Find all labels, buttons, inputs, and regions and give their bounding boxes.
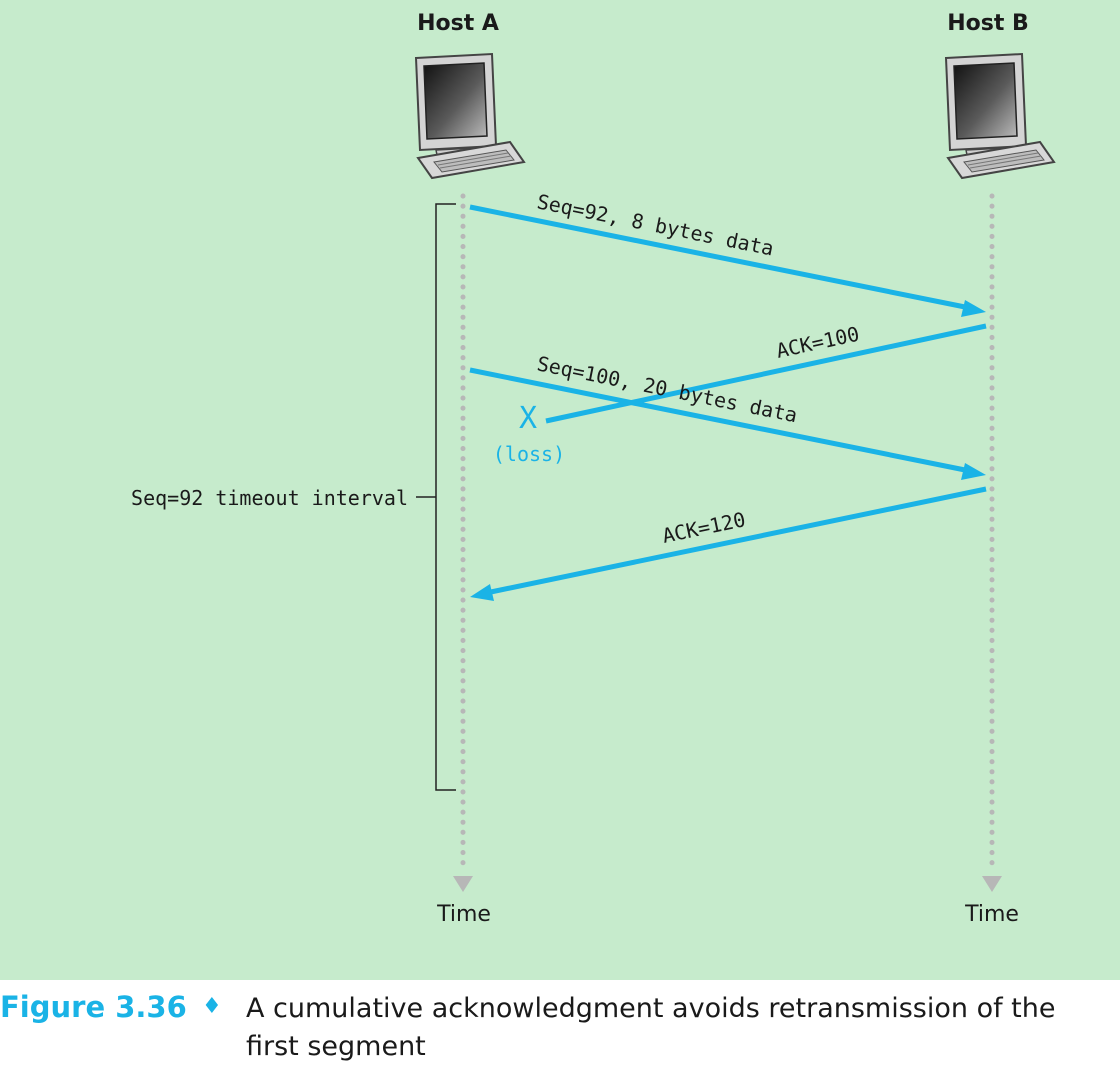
timeout-bracket [435, 203, 456, 791]
seq92-arrow [469, 204, 971, 311]
loss-label: (loss) [493, 442, 565, 466]
host-b-time-arrowhead [982, 876, 1002, 892]
ack120-arrow [485, 486, 987, 596]
loss-mark: X [519, 401, 537, 436]
figure-number: Figure 3.36 [0, 990, 187, 1024]
host-a-time-label: Time [436, 902, 491, 927]
host-b-label: Host B [947, 11, 1029, 36]
diagram-panel: Host A Host B Time Time Seq=92 timeout i… [0, 0, 1120, 980]
seq100-arrow [469, 367, 971, 474]
ack100-arrow [545, 323, 987, 424]
computer-icon [944, 52, 1056, 180]
host-a-time-arrowhead [453, 876, 473, 892]
seq100-arrowhead [961, 463, 986, 480]
timeout-label: Seq=92 timeout interval [131, 486, 408, 510]
diamond-icon: ♦ [202, 994, 222, 1019]
seq92-arrowhead [961, 300, 986, 317]
caption-text: A cumulative acknowledgment avoids retra… [246, 993, 1056, 1062]
figure-caption: Figure 3.36 ♦ A cumulative acknowledgmen… [0, 988, 1120, 1080]
host-a-label: Host A [417, 11, 499, 36]
computer-icon [414, 52, 526, 180]
ack120-arrowhead [470, 584, 494, 601]
host-b-time-label: Time [964, 902, 1019, 927]
sequence-diagram: Host A Host B Time Time Seq=92 timeout i… [131, 11, 1056, 927]
